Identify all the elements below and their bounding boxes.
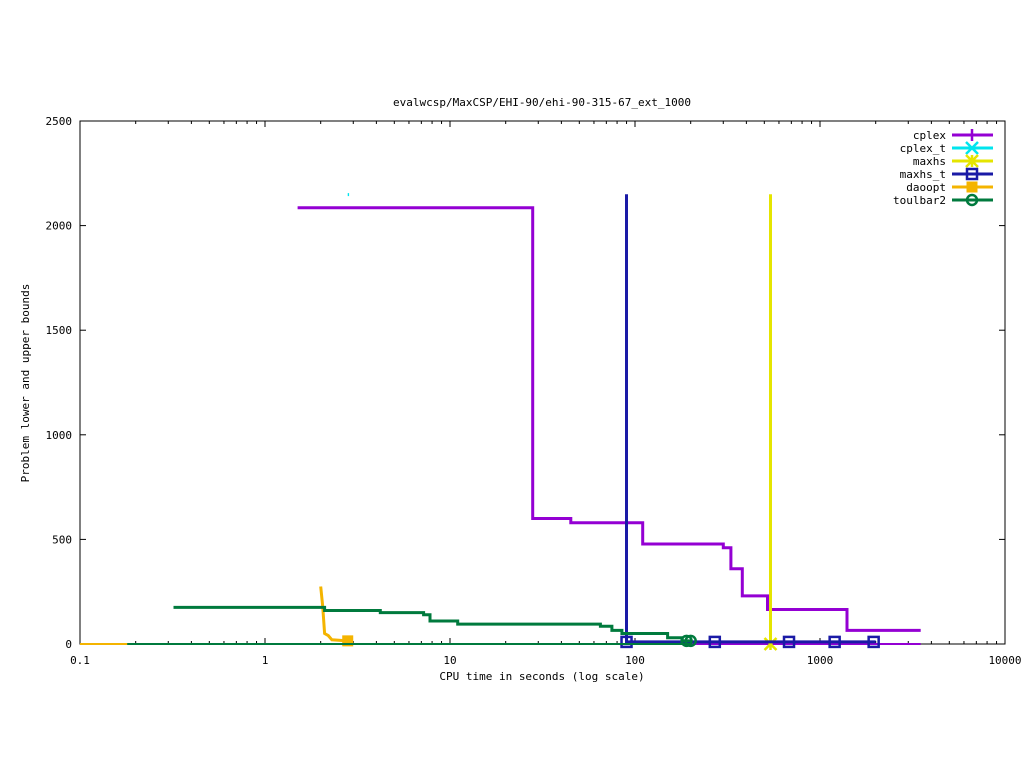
series-cplex [127, 206, 921, 645]
series-maxhs-t-line [625, 194, 876, 644]
legend-label-cplex-t: cplex_t [900, 142, 946, 155]
x-tick-label: 0.1 [70, 654, 90, 667]
legend-marker-cplex [966, 129, 978, 141]
legend-label-toulbar2: toulbar2 [893, 194, 946, 207]
y-tick-label: 500 [52, 533, 72, 546]
series-maxhs-t-point [620, 635, 633, 649]
plot-area-border [79, 120, 1006, 645]
series-toulbar2 [127, 605, 697, 648]
y-tick-label: 1500 [46, 324, 73, 337]
series-daoopt [80, 586, 354, 647]
series-maxhs-t-point [867, 635, 880, 649]
series-lines [80, 193, 921, 651]
series-maxhs-t-point [708, 635, 722, 649]
legend-label-maxhs-t: maxhs_t [900, 168, 946, 181]
series-toulbar2-line [173, 605, 691, 643]
x-tick-label: 10000 [988, 654, 1021, 667]
series-maxhs-t [620, 194, 880, 649]
chart-title: evalwcsp/MaxCSP/EHI-90/ehi-90-315-67_ext… [393, 96, 691, 109]
series-toulbar2-point [680, 634, 693, 648]
series-daoopt-point [342, 635, 354, 647]
y-tick-label: 1000 [46, 429, 73, 442]
legend-label-maxhs: maxhs [913, 155, 946, 168]
series-maxhs-point [763, 637, 778, 651]
x-tick-label: 100 [625, 654, 645, 667]
series-maxhs [763, 194, 778, 651]
legend-marker-daoopt [966, 181, 978, 193]
axis-ticks: 0.1 1 10 100 1000 10000 0 500 1000 1500 2000 2500 [46, 115, 1022, 667]
legend-marker-maxhs-t [965, 167, 979, 181]
x-tick-label: 1 [262, 654, 269, 667]
y-tick-label: 2000 [46, 220, 73, 233]
series-toulbar2-point [684, 634, 697, 648]
legend-marker-toulbar2 [965, 193, 979, 207]
x-tick-label: 1000 [807, 654, 834, 667]
legend-label-daoopt: daoopt [906, 181, 946, 194]
y-axis-label: Problem lower and upper bounds [19, 284, 32, 483]
series-maxhs-t-point [782, 635, 796, 649]
series-cplex-line [297, 206, 921, 632]
x-tick-label: 10 [443, 654, 456, 667]
legend-label-cplex: cplex [913, 129, 946, 142]
y-tick-label: 0 [65, 638, 72, 651]
legend-marker-cplex-t [965, 141, 979, 155]
y-tick-label: 2500 [46, 115, 73, 128]
x-axis-label: CPU time in seconds (log scale) [439, 670, 644, 683]
legend-marker-maxhs [965, 154, 979, 168]
series-daoopt-line [319, 586, 348, 643]
series-maxhs-t-point [828, 635, 841, 649]
